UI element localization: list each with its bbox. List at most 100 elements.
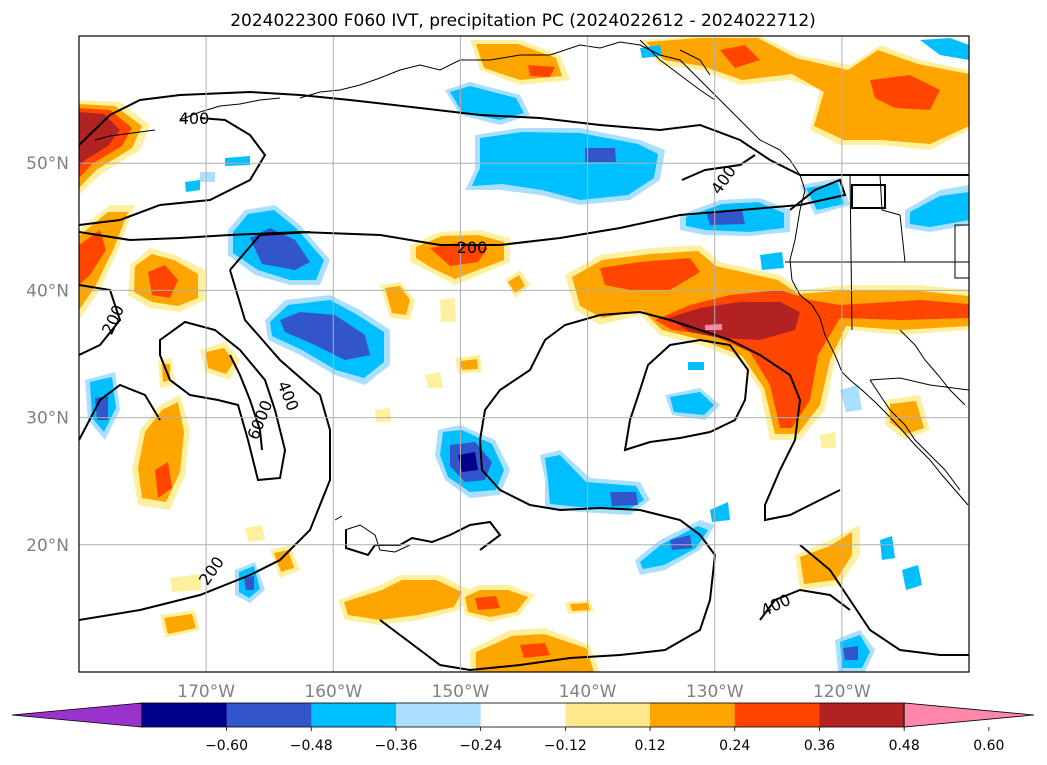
latitude-label: 50°N (26, 154, 69, 174)
precip-negative-area (585, 148, 616, 162)
colorbar-tick-label: −0.36 (374, 738, 417, 754)
precip-positive-area (375, 408, 391, 422)
precip-negative-area (843, 646, 858, 660)
colorbar-segment (226, 703, 312, 727)
precip-positive-area (520, 643, 550, 658)
precip-negative-area (458, 452, 478, 472)
precip-positive-area (705, 324, 722, 330)
colorbar-segment (395, 703, 482, 727)
precip-negative-area (250, 228, 310, 270)
precip-negative-area (244, 576, 254, 590)
ivt-contour-400-south (759, 588, 851, 621)
precip-positive-area (440, 298, 456, 322)
ivt-label: 400 (179, 109, 210, 128)
coastline-hawaii (334, 515, 411, 553)
longitude-label: 120°W (813, 682, 871, 702)
colorbar-segment (650, 703, 736, 727)
map-frame (78, 35, 970, 673)
longitude-label: 160°W (304, 682, 362, 702)
precip-positive-area (206, 348, 234, 374)
precip-negative-area (200, 172, 215, 182)
precip-positive-area (148, 265, 178, 298)
colorbar: −0.60 −0.48 −0.36 −0.24 −0.12 0.12 0.24 0.36 0.4… (11, 702, 1035, 754)
precip-negative-area (880, 536, 895, 560)
precip-negative-area (840, 385, 862, 412)
colorbar-segment (480, 703, 566, 727)
colorbar-segment (311, 703, 397, 727)
ivt-contours (79, 90, 969, 672)
ivt-contour-200-east (379, 310, 969, 672)
precip-positive-area (245, 525, 265, 542)
precip-negative-area (760, 252, 784, 270)
longitude-label: 140°W (559, 682, 617, 702)
ivt-contour-400-west (79, 117, 267, 226)
precip-positive-area (155, 462, 172, 498)
ivt-contour-200-west-south (79, 383, 161, 441)
precip-negative-area (450, 86, 524, 120)
colorbar-outline (141, 702, 905, 728)
precip-positive-area (570, 603, 590, 611)
colorbar-tick-label: 0.48 (889, 738, 920, 754)
latitude-labels: 50°N 40°N 30°N 20°N (26, 154, 69, 556)
latitude-label: 30°N (26, 409, 69, 429)
precip-negative-area (902, 565, 922, 590)
latitude-label: 40°N (26, 281, 69, 301)
precip-positive-area (385, 286, 410, 315)
colorbar-segment (734, 703, 820, 727)
precip-negative-area (670, 392, 714, 415)
ivt-label: 200 (457, 238, 488, 257)
precip-negative-area (910, 192, 969, 227)
precip-positive-area (528, 65, 555, 77)
ivt-contour-200-left (79, 284, 122, 356)
border-us-mexico (869, 377, 969, 391)
longitude-labels: 170°W 160°W 150°W 140°W 130°W 120°W (177, 682, 871, 702)
ivt-contour-400-loop (159, 320, 287, 482)
colorbar-segment (819, 703, 905, 727)
ivt-contour-200-loop (79, 231, 331, 621)
precip-negative-area (610, 492, 638, 506)
colorbar-tick-label: 0.36 (804, 738, 835, 754)
precip-positive-area (508, 275, 525, 293)
coastlines (94, 39, 969, 553)
ivt-contour-400-ne (681, 154, 886, 209)
colorbar-tick-label: 0.60 (973, 738, 1004, 754)
precip-positive-area (425, 372, 443, 388)
state-borders (785, 174, 969, 331)
longitude-label: 170°W (177, 682, 235, 702)
colorbar-segment (141, 703, 228, 727)
precip-positive-area (475, 596, 500, 610)
colorbar-extend-low (11, 702, 143, 728)
precip-negative-area (920, 38, 969, 60)
latitude-label: 20°N (26, 536, 69, 556)
islands-bc (639, 39, 716, 101)
precip-negative-area (688, 362, 704, 370)
figure-title: 2024022300 F060 IVT, precipitation PC (2… (230, 11, 816, 31)
precip-positive-area (344, 580, 462, 620)
coastline-aleutians (94, 97, 281, 141)
precip-positive-area (164, 614, 196, 634)
precip-positive-area (430, 242, 488, 266)
precip-positive-area (600, 258, 700, 290)
precip-negative-area (706, 210, 745, 225)
precip-positive-area (460, 359, 478, 370)
precip-positive-area (138, 402, 184, 502)
colorbar-segment (565, 703, 651, 727)
precip-negative-area (280, 312, 370, 360)
precip-positive-area (820, 432, 836, 448)
colorbar-extend-high (903, 702, 1035, 728)
map-area (79, 36, 969, 672)
ivt-contour-hawaii-loop (345, 520, 502, 557)
precip-positive-area (79, 230, 106, 285)
ivt-contour-400-north (79, 90, 969, 176)
colorbar-tick-label: −0.60 (205, 738, 248, 754)
coastline-alaska (299, 41, 969, 506)
colorbar-tick-label: −0.24 (459, 738, 502, 754)
precip-negative-area (670, 535, 692, 550)
ivt-contour-200-north (79, 178, 847, 246)
ivt-contour-200-small-loop (623, 338, 750, 452)
precip-positive-area (170, 574, 202, 592)
precip-negative-area (185, 180, 200, 192)
colorbar-tick-label: −0.12 (544, 738, 587, 754)
coastline-baja (869, 379, 961, 491)
